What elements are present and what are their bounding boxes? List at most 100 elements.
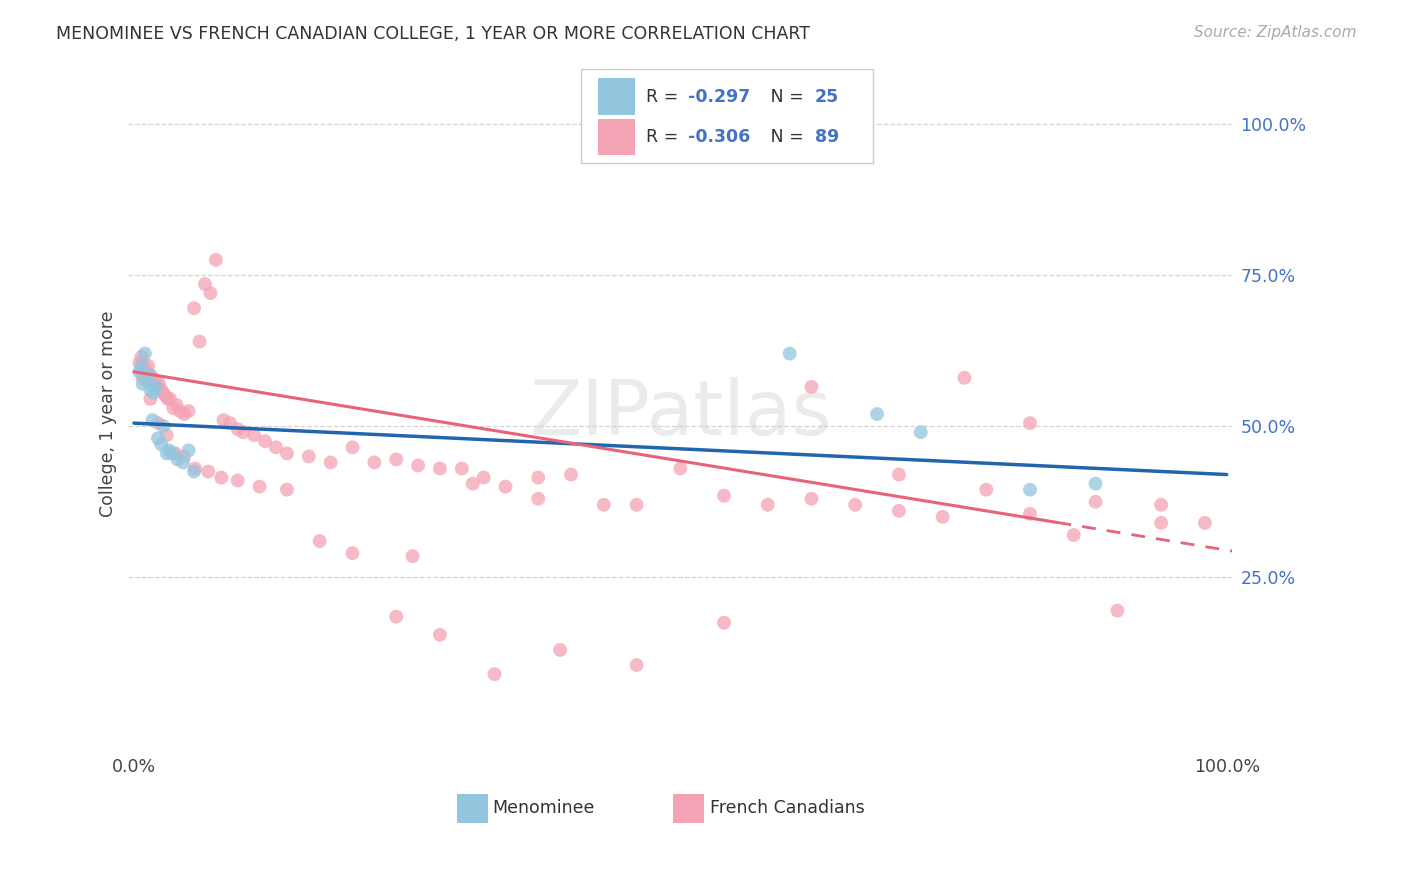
Point bbox=[139, 392, 162, 406]
Point bbox=[276, 446, 298, 460]
Point bbox=[254, 434, 277, 449]
Point bbox=[142, 385, 165, 400]
Point bbox=[276, 483, 298, 497]
Point bbox=[156, 392, 179, 406]
Point bbox=[136, 374, 159, 388]
Point bbox=[188, 334, 211, 349]
Point bbox=[974, 483, 997, 497]
Point bbox=[135, 365, 157, 379]
Point bbox=[1150, 516, 1173, 530]
Text: Source: ZipAtlas.com: Source: ZipAtlas.com bbox=[1194, 25, 1357, 40]
Point bbox=[363, 455, 385, 469]
Point bbox=[232, 425, 254, 440]
Point bbox=[165, 446, 187, 460]
Point bbox=[166, 452, 188, 467]
Point bbox=[226, 474, 249, 488]
Point bbox=[145, 380, 167, 394]
Point bbox=[131, 359, 153, 373]
Point bbox=[160, 446, 183, 460]
Point bbox=[1150, 498, 1173, 512]
Text: 25: 25 bbox=[815, 87, 839, 105]
Text: R =: R = bbox=[647, 128, 683, 146]
Y-axis label: College, 1 year or more: College, 1 year or more bbox=[100, 310, 117, 517]
Point bbox=[800, 380, 823, 394]
FancyBboxPatch shape bbox=[598, 119, 636, 155]
Point bbox=[177, 443, 200, 458]
Point bbox=[141, 371, 163, 385]
Point bbox=[385, 452, 408, 467]
FancyBboxPatch shape bbox=[598, 78, 636, 115]
Point bbox=[212, 413, 235, 427]
Point bbox=[953, 371, 976, 385]
Point bbox=[342, 546, 364, 560]
Point bbox=[548, 643, 571, 657]
Text: N =: N = bbox=[754, 128, 810, 146]
Point bbox=[249, 480, 271, 494]
Point bbox=[484, 667, 506, 681]
Point bbox=[1019, 507, 1042, 521]
Point bbox=[173, 407, 195, 421]
Point bbox=[155, 389, 177, 403]
Point bbox=[1019, 416, 1042, 430]
Point bbox=[1063, 528, 1085, 542]
Point bbox=[429, 628, 451, 642]
Point bbox=[205, 252, 228, 267]
Point bbox=[866, 407, 889, 421]
Point bbox=[931, 509, 953, 524]
Text: ZIPatlas: ZIPatlas bbox=[529, 377, 831, 451]
Point bbox=[1194, 516, 1216, 530]
Point bbox=[626, 498, 648, 512]
Point bbox=[152, 385, 174, 400]
Point bbox=[131, 350, 153, 364]
Point bbox=[669, 461, 692, 475]
Point bbox=[385, 609, 408, 624]
Point bbox=[756, 498, 779, 512]
Text: French Canadians: French Canadians bbox=[710, 799, 865, 817]
Point bbox=[139, 368, 162, 382]
Point bbox=[342, 440, 364, 454]
Point bbox=[406, 458, 429, 473]
Point bbox=[219, 416, 242, 430]
Point bbox=[887, 504, 910, 518]
Point bbox=[560, 467, 582, 482]
Point bbox=[209, 470, 232, 484]
Point bbox=[592, 498, 614, 512]
Point bbox=[131, 371, 153, 385]
Point bbox=[1084, 476, 1107, 491]
Point bbox=[779, 346, 801, 360]
Point bbox=[150, 383, 173, 397]
Point bbox=[910, 425, 932, 440]
Point bbox=[131, 376, 153, 391]
FancyBboxPatch shape bbox=[581, 69, 873, 163]
Point bbox=[136, 368, 159, 382]
Point bbox=[527, 470, 550, 484]
Point bbox=[156, 428, 179, 442]
Point bbox=[156, 446, 179, 460]
Text: -0.306: -0.306 bbox=[688, 128, 751, 146]
Point bbox=[319, 455, 342, 469]
Point bbox=[1107, 604, 1129, 618]
Point bbox=[800, 491, 823, 506]
Point bbox=[146, 431, 169, 445]
Point bbox=[132, 359, 155, 373]
Point bbox=[308, 534, 330, 549]
Point bbox=[136, 359, 159, 373]
Point bbox=[150, 437, 173, 451]
Point bbox=[159, 392, 181, 406]
Text: R =: R = bbox=[647, 87, 683, 105]
Point bbox=[146, 380, 169, 394]
Point bbox=[401, 549, 423, 564]
Point bbox=[713, 615, 735, 630]
Point bbox=[197, 465, 219, 479]
Point bbox=[177, 404, 200, 418]
Point bbox=[450, 461, 472, 475]
Point bbox=[626, 658, 648, 673]
Point bbox=[128, 365, 150, 379]
Text: N =: N = bbox=[754, 87, 810, 105]
Point bbox=[166, 398, 188, 412]
Point bbox=[887, 467, 910, 482]
Text: 89: 89 bbox=[815, 128, 839, 146]
Point bbox=[134, 346, 156, 360]
Point bbox=[298, 450, 321, 464]
Point bbox=[1019, 483, 1042, 497]
